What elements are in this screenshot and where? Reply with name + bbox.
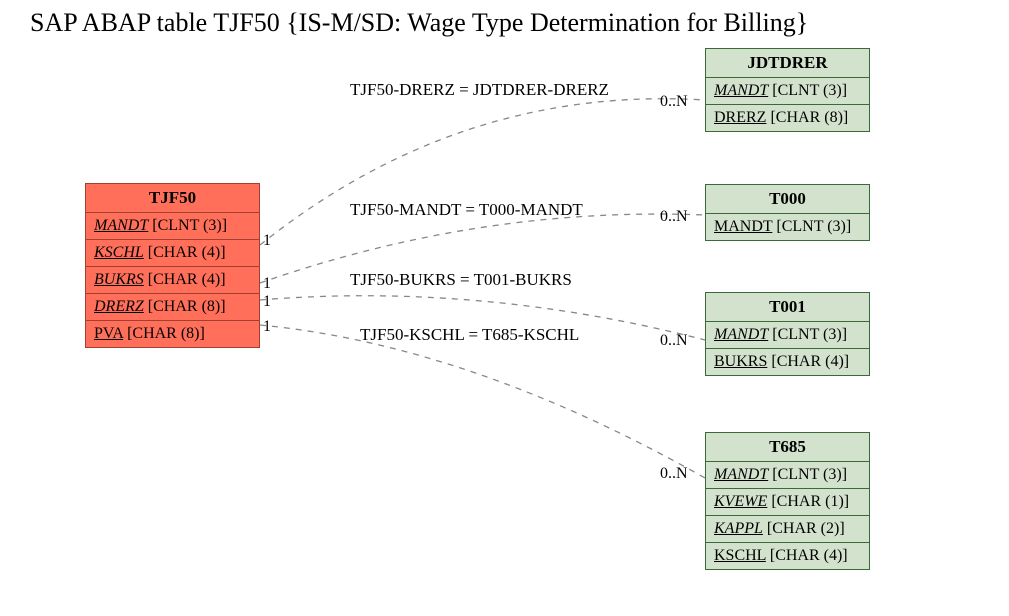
entity-field: KSCHL [CHAR (4)] <box>706 543 869 569</box>
ref-entity-t000: T000MANDT [CLNT (3)] <box>705 184 870 241</box>
ref-entity-t001: T001MANDT [CLNT (3)]BUKRS [CHAR (4)] <box>705 292 870 376</box>
entity-field: MANDT [CLNT (3)] <box>86 213 259 240</box>
cardinality-left: 1 <box>263 293 271 311</box>
entity-header: JDTDRER <box>706 49 869 78</box>
entity-field: MANDT [CLNT (3)] <box>706 78 869 105</box>
cardinality-right: 0..N <box>660 332 688 350</box>
relation-line <box>260 99 705 245</box>
entity-field: DRERZ [CHAR (8)] <box>706 105 869 131</box>
cardinality-left: 1 <box>263 275 271 293</box>
entity-field: KSCHL [CHAR (4)] <box>86 240 259 267</box>
entity-field: MANDT [CLNT (3)] <box>706 462 869 489</box>
entity-field: BUKRS [CHAR (4)] <box>86 267 259 294</box>
entity-header: T685 <box>706 433 869 462</box>
relation-label: TJF50-KSCHL = T685-KSCHL <box>360 325 579 345</box>
entity-field: DRERZ [CHAR (8)] <box>86 294 259 321</box>
ref-entity-t685: T685MANDT [CLNT (3)]KVEWE [CHAR (1)]KAPP… <box>705 432 870 570</box>
ref-entity-jdtdrer: JDTDRERMANDT [CLNT (3)]DRERZ [CHAR (8)] <box>705 48 870 132</box>
entity-field: BUKRS [CHAR (4)] <box>706 349 869 375</box>
entity-header: T000 <box>706 185 869 214</box>
relation-line <box>260 325 705 478</box>
cardinality-right: 0..N <box>660 465 688 483</box>
entity-field: KVEWE [CHAR (1)] <box>706 489 869 516</box>
diagram-title: SAP ABAP table TJF50 {IS-M/SD: Wage Type… <box>30 8 808 38</box>
entity-field: MANDT [CLNT (3)] <box>706 214 869 240</box>
entity-field: MANDT [CLNT (3)] <box>706 322 869 349</box>
cardinality-left: 1 <box>263 318 271 336</box>
relation-label: TJF50-MANDT = T000-MANDT <box>350 200 583 220</box>
entity-header: TJF50 <box>86 184 259 213</box>
cardinality-right: 0..N <box>660 93 688 111</box>
cardinality-left: 1 <box>263 232 271 250</box>
cardinality-right: 0..N <box>660 208 688 226</box>
main-entity-tjf50: TJF50MANDT [CLNT (3)]KSCHL [CHAR (4)]BUK… <box>85 183 260 348</box>
relation-label: TJF50-DRERZ = JDTDRER-DRERZ <box>350 80 609 100</box>
entity-header: T001 <box>706 293 869 322</box>
entity-field: KAPPL [CHAR (2)] <box>706 516 869 543</box>
relation-label: TJF50-BUKRS = T001-BUKRS <box>350 270 572 290</box>
entity-field: PVA [CHAR (8)] <box>86 321 259 347</box>
